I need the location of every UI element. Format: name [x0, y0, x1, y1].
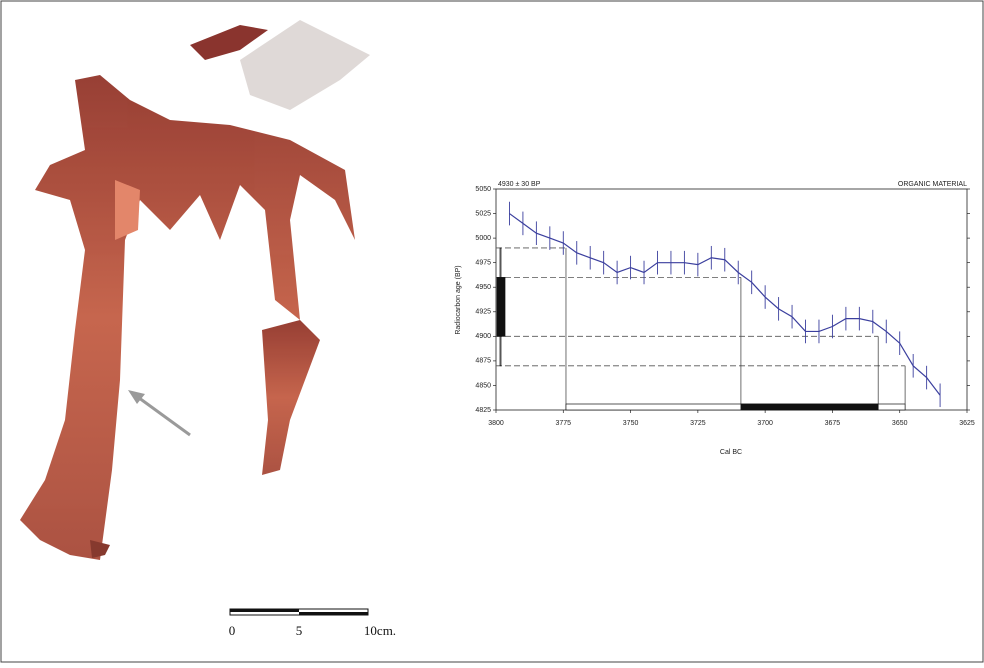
scale-label: 0 [229, 623, 236, 638]
x-tick-label: 3750 [623, 420, 639, 427]
x-tick-label: 3700 [757, 420, 773, 427]
y-tick-label: 4875 [475, 358, 491, 365]
chart-title: 4930 ± 30 BP [498, 181, 541, 188]
y-tick-label: 5025 [475, 210, 491, 217]
y-tick-label: 4900 [475, 333, 491, 340]
age-band [497, 277, 505, 336]
y-tick-label: 4925 [475, 309, 491, 316]
x-tick-label: 3725 [690, 420, 706, 427]
x-tick-label: 3625 [959, 420, 975, 427]
scale-label: 5 [296, 623, 303, 638]
x-tick-label: 3775 [555, 420, 571, 427]
frame [1, 1, 983, 662]
cal-range [741, 404, 878, 410]
y-tick-label: 4850 [475, 382, 491, 389]
y-tick-label: 5000 [475, 235, 491, 242]
x-tick-label: 3800 [488, 420, 504, 427]
y-tick-label: 4825 [475, 407, 491, 414]
scale-segment [299, 612, 368, 615]
x-tick-label: 3650 [892, 420, 908, 427]
y-axis-label: Radiocarbon age (BP) [455, 265, 462, 334]
x-tick-label: 3675 [825, 420, 841, 427]
figure: 0 5 10cm. 4930 ± 30 BP ORGANIC MATERIAL … [0, 0, 984, 663]
x-axis-label: Cal BC [720, 449, 742, 456]
chart-subtitle: ORGANIC MATERIAL [898, 181, 967, 188]
y-tick-label: 4975 [475, 260, 491, 267]
scale-label: 10cm. [364, 623, 396, 638]
scale-segment [230, 609, 299, 612]
y-tick-label: 4950 [475, 284, 491, 291]
y-tick-label: 5050 [475, 186, 491, 193]
